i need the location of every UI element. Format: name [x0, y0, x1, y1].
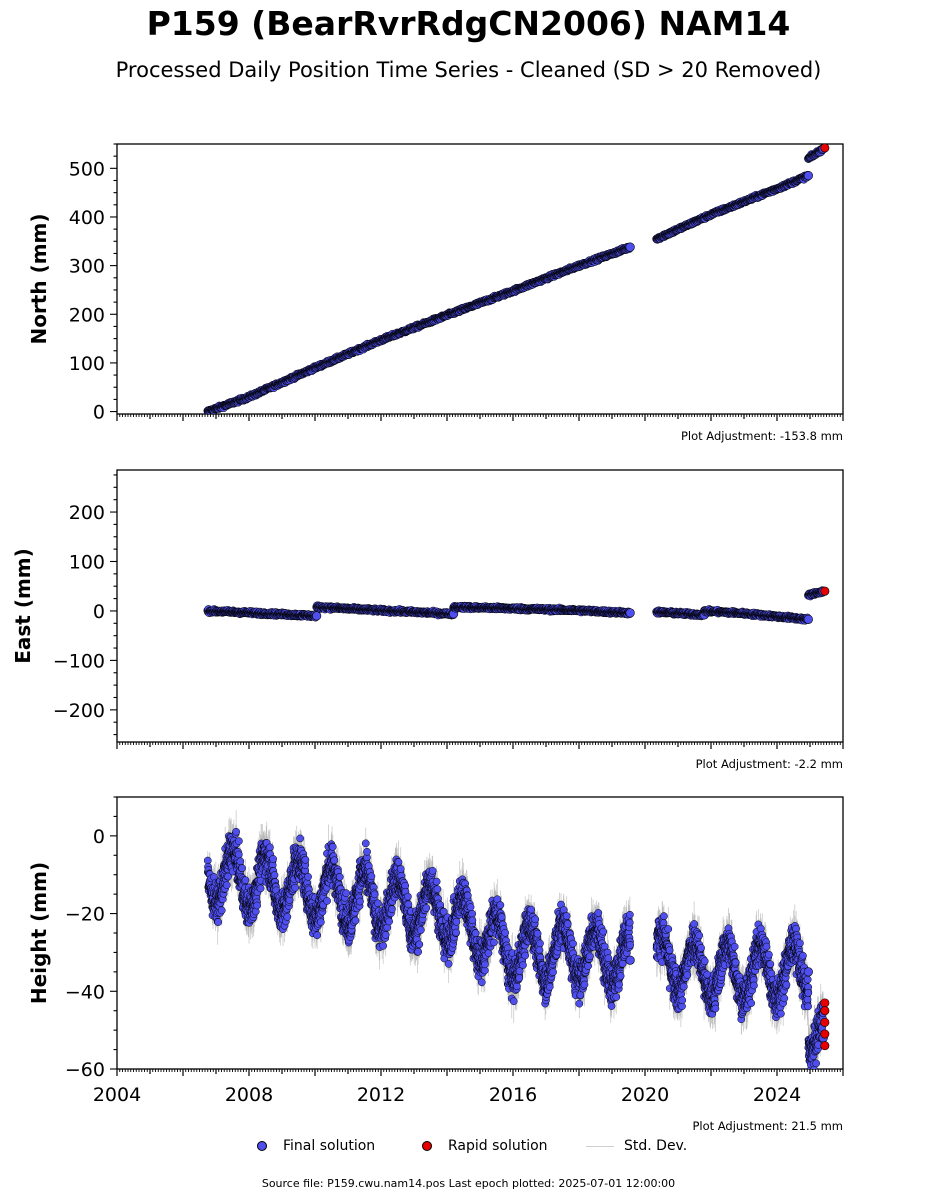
y-tick-label: 500 — [69, 158, 105, 180]
rapid-solution-point — [820, 586, 830, 596]
y-tick-label: 300 — [69, 256, 105, 278]
y-tick-label: 200 — [69, 304, 105, 326]
plot-panel-3 — [110, 796, 844, 1076]
final-solution-point — [312, 611, 322, 621]
plot-panel-2 — [110, 469, 844, 749]
final-solution-point — [803, 171, 813, 181]
y-tick-label: 100 — [69, 353, 105, 375]
y-axis-label: North (mm) — [27, 213, 51, 344]
chart-subtitle: Processed Daily Position Time Series - C… — [115, 58, 822, 82]
chart-title: P159 (BearRvrRdgCN2006) NAM14 — [146, 4, 791, 43]
final-solution-point — [625, 608, 635, 618]
y-tick-label: 200 — [69, 502, 105, 524]
y-tick-label: −200 — [53, 700, 105, 722]
y-tick-label: −100 — [53, 650, 105, 672]
rapid-solution-point — [820, 144, 830, 153]
y-tick-label: 400 — [69, 207, 105, 229]
plot-adjustment-note: Plot Adjustment: -2.2 mm — [696, 757, 843, 771]
final-solution-point — [803, 614, 813, 624]
rapid-solution-points — [820, 144, 830, 153]
plot-panel-1 — [110, 143, 844, 421]
final-solution-points — [203, 586, 828, 625]
plot-frame — [116, 143, 844, 415]
final-solution-point — [625, 242, 635, 252]
y-tick-label: 0 — [93, 601, 105, 623]
y-axis-label: East (mm) — [11, 548, 35, 664]
final-solution-points — [203, 144, 828, 414]
rapid-solution-points — [820, 586, 830, 596]
y-tick-label: 0 — [93, 402, 105, 424]
plot-adjustment-note: Plot Adjustment: -153.8 mm — [681, 429, 843, 443]
y-tick-label: 100 — [69, 551, 105, 573]
